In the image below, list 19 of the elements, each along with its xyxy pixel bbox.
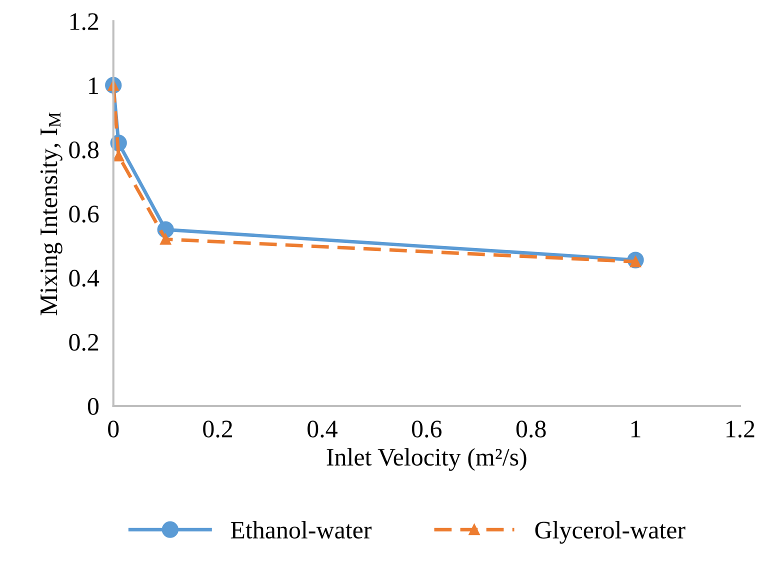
x-tick-label: 1.2 bbox=[726, 420, 754, 438]
y-tick-label: 0 bbox=[88, 398, 99, 415]
y-tick-label: 1.2 bbox=[70, 13, 98, 30]
x-tick-label: 0.6 bbox=[412, 420, 442, 438]
y-tick-label: 0.8 bbox=[69, 141, 99, 158]
x-axis-title: Inlet Velocity (m²/s) bbox=[326, 448, 526, 471]
x-tick-label: 1 bbox=[631, 420, 640, 438]
y-tick-label: 0.4 bbox=[69, 270, 100, 287]
point bbox=[160, 234, 172, 245]
y-tick-label: 1 bbox=[89, 77, 98, 94]
y-tick-label: 0.6 bbox=[69, 206, 99, 223]
y-tick-label: 0.2 bbox=[69, 334, 98, 351]
x-tick-label: 0.8 bbox=[516, 420, 546, 438]
x-tick-label: 0.4 bbox=[308, 420, 338, 438]
x-tick-label: 0.2 bbox=[203, 420, 232, 438]
legend-label: Glycerol-water bbox=[535, 521, 686, 544]
x-tick-label: 0 bbox=[108, 420, 119, 438]
legend-label: Ethanol-water bbox=[230, 521, 372, 539]
y-axis-title: Mixing Intensity, I$_{M}$ bbox=[40, 112, 62, 316]
